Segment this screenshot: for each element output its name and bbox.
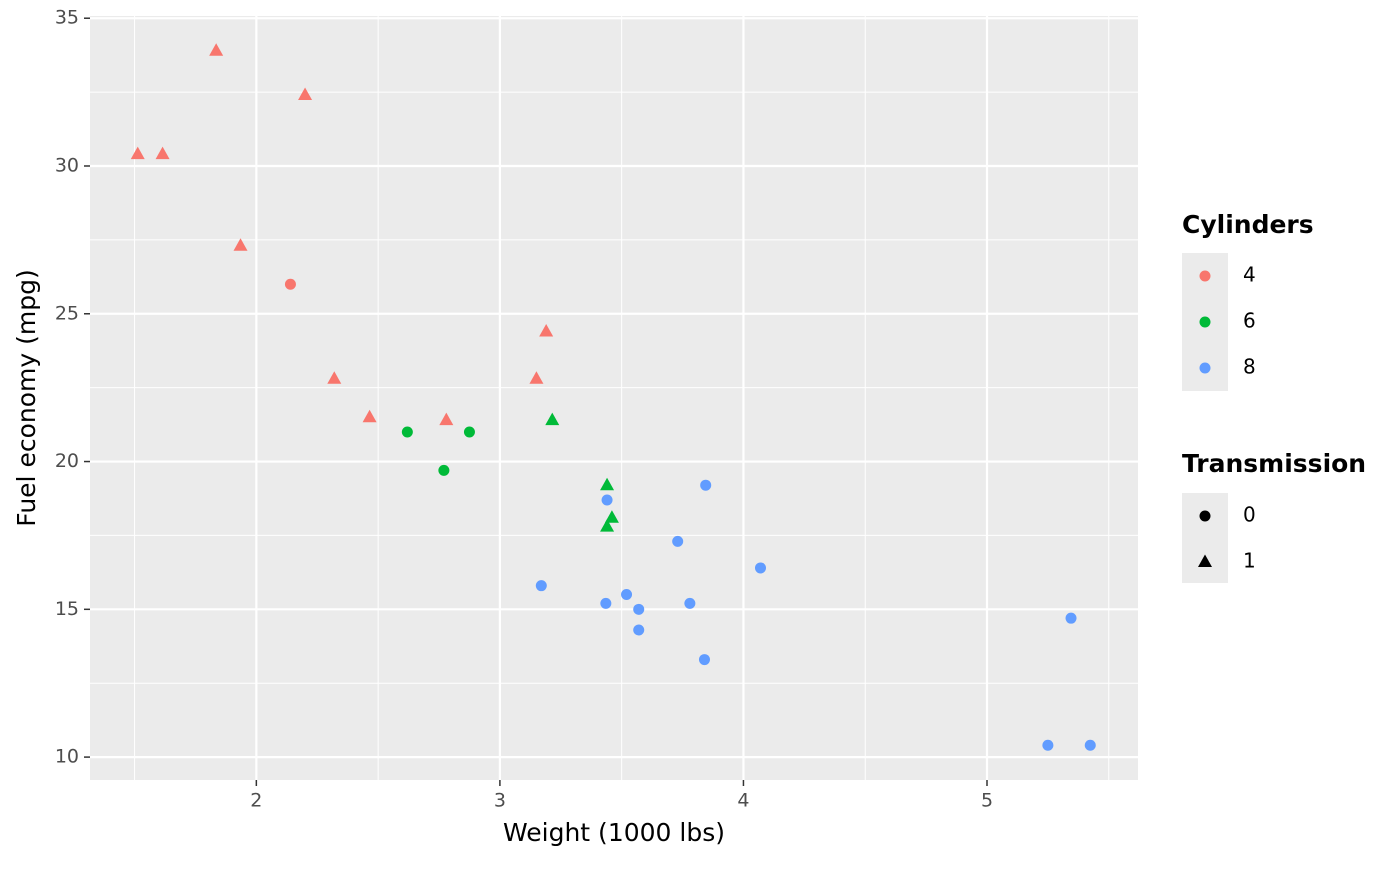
point <box>362 409 377 423</box>
point <box>130 146 145 160</box>
point <box>754 562 766 574</box>
point <box>463 426 475 438</box>
point <box>209 43 224 56</box>
point <box>672 535 684 547</box>
x-tick-label: 2 <box>250 790 262 812</box>
point <box>600 597 612 609</box>
point <box>601 494 613 506</box>
point <box>604 510 619 523</box>
point <box>698 654 710 666</box>
y-axis-title: Fuel economy (mpg) <box>12 269 41 526</box>
legend-label: 0 <box>1243 503 1256 527</box>
point <box>284 278 296 290</box>
legend-key <box>1199 510 1211 522</box>
x-tick-label: 5 <box>981 790 993 812</box>
legend-title: Cylinders <box>1182 210 1314 239</box>
point <box>155 146 170 160</box>
point <box>600 477 615 491</box>
point <box>438 464 450 476</box>
point <box>633 624 645 636</box>
point <box>700 479 712 491</box>
legend-key <box>1199 316 1211 328</box>
point <box>298 87 313 101</box>
point <box>600 519 615 532</box>
legend-key-background <box>1182 493 1228 583</box>
y-tick-label: 15 <box>55 598 79 620</box>
panel <box>90 16 1138 780</box>
x-axis-title: Weight (1000 lbs) <box>503 818 725 847</box>
y-tick-label: 35 <box>55 7 79 29</box>
x-tick-label: 4 <box>737 790 749 812</box>
point <box>545 412 560 426</box>
point <box>621 589 633 601</box>
legend-key <box>1198 554 1212 567</box>
point <box>535 580 547 592</box>
legend-key <box>1199 270 1211 282</box>
point <box>1065 612 1077 624</box>
legend-label: 6 <box>1243 309 1256 333</box>
x-tick-label: 3 <box>494 790 506 812</box>
point <box>684 597 696 609</box>
y-tick-label: 25 <box>55 302 79 324</box>
legend-title: Transmission <box>1182 449 1366 478</box>
point <box>1084 739 1096 751</box>
point <box>633 603 645 615</box>
point <box>327 371 342 384</box>
legend-label: 4 <box>1243 263 1256 287</box>
point <box>539 324 554 337</box>
y-tick-label: 10 <box>55 746 79 768</box>
y-tick-label: 20 <box>55 450 79 472</box>
legend-key <box>1199 362 1211 374</box>
legend-label: 1 <box>1243 549 1256 573</box>
point <box>1042 739 1054 751</box>
point <box>401 426 413 438</box>
point <box>529 371 544 384</box>
point <box>439 412 454 426</box>
legend-label: 8 <box>1243 355 1256 379</box>
point <box>233 238 248 251</box>
y-tick-label: 30 <box>55 154 79 176</box>
